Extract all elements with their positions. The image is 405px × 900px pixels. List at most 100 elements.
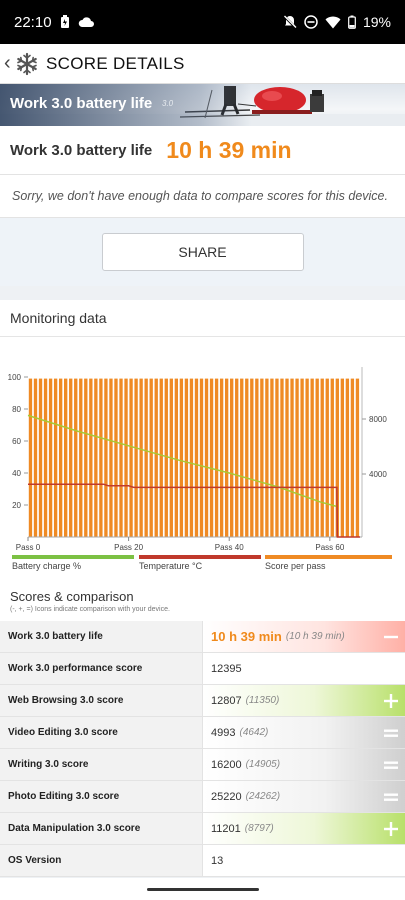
app-bar: ‹ SCORE DETAILS (0, 44, 405, 84)
legend-temperature: Temperature °C (139, 553, 261, 577)
score-value: 10 h 39 min (211, 629, 282, 644)
score-value-cell: 13 (203, 845, 405, 876)
score-value-cell: 12395 (203, 653, 405, 684)
score-name: OS Version (0, 845, 203, 876)
score-bar (94, 378, 98, 537)
score-value-cell: 25220 (24262) (203, 781, 405, 812)
status-bar: 22:10 19% (0, 0, 405, 44)
score-bar (235, 378, 239, 537)
left-tick-label: 60 (12, 437, 21, 446)
legend-score-label: Score per pass (265, 561, 326, 571)
temperature-line (28, 483, 360, 538)
score-bar (189, 378, 194, 537)
score-bar (199, 378, 204, 537)
benchmark-banner: Work 3.0 battery life 3.0 (0, 84, 405, 126)
scores-table: Work 3.0 battery life 10 h 39 min (10 h 39… (0, 621, 405, 877)
score-bar (330, 378, 334, 537)
x-tick-label: Pass 60 (315, 543, 344, 552)
score-bar (48, 378, 53, 537)
score-bar (114, 378, 118, 537)
minus-icon (384, 635, 398, 638)
score-bar (265, 378, 269, 537)
monitoring-header: Monitoring data (0, 300, 405, 337)
mute-icon (283, 15, 297, 29)
x-tick-label: Pass 0 (16, 543, 41, 552)
score-bar (53, 378, 58, 537)
score-bar (184, 378, 189, 537)
score-compare: (10 h 39 min) (285, 631, 345, 642)
score-bar (204, 378, 209, 537)
score-bar (255, 378, 259, 537)
score-bar (285, 378, 289, 537)
left-tick-label: 80 (12, 405, 21, 414)
score-value: 25220 (211, 790, 242, 803)
legend-score-swatch (265, 555, 392, 559)
score-bar (260, 378, 264, 537)
score-bar (245, 378, 249, 537)
score-bar (149, 378, 153, 537)
x-tick-label: Pass 40 (215, 543, 244, 552)
score-bar (194, 378, 199, 537)
score-bar (109, 378, 113, 537)
score-bar (240, 378, 244, 537)
score-name: Data Manipulation 3.0 score (0, 813, 203, 844)
score-row: Work 3.0 performance score 12395 (0, 653, 405, 685)
left-tick-label: 100 (8, 373, 22, 382)
legend-temperature-label: Temperature °C (139, 561, 203, 571)
plus-icon (384, 821, 398, 836)
score-bar (214, 378, 219, 537)
battery-icon (348, 15, 356, 29)
legend-battery: Battery charge % (12, 553, 134, 577)
right-tick-label: 4000 (369, 470, 387, 479)
score-bar (219, 378, 224, 537)
plus-icon (384, 693, 398, 708)
score-bar (119, 378, 123, 537)
scores-subtitle: (-, +, =) Icons indicate comparison with… (10, 606, 170, 613)
score-bar (340, 378, 345, 537)
score-row: Photo Editing 3.0 score 25220 (24262) (0, 781, 405, 813)
score-bar (74, 378, 78, 537)
score-name: Web Browsing 3.0 score (0, 685, 203, 716)
score-bar (275, 378, 279, 537)
battery-saver-icon (60, 15, 69, 28)
score-value: 12807 (211, 694, 242, 707)
left-tick-label: 20 (12, 501, 21, 510)
score-bar (280, 378, 284, 537)
score-bar (164, 378, 168, 537)
right-tick-label: 8000 (369, 415, 387, 424)
score-row: Work 3.0 battery life 10 h 39 min (10 h 39… (0, 621, 405, 653)
score-bar (139, 378, 143, 537)
score-compare: (11350) (245, 695, 280, 706)
back-chevron-icon[interactable]: ‹ (4, 52, 11, 74)
legend-temperature-swatch (139, 555, 261, 559)
score-compare: (4642) (239, 727, 269, 738)
score-bar (179, 378, 184, 537)
score-bar (89, 378, 93, 537)
score-name: Work 3.0 battery life (0, 621, 203, 652)
score-name: Writing 3.0 score (0, 749, 203, 780)
score-value: 12395 (211, 662, 242, 675)
share-button[interactable]: SHARE (101, 233, 304, 271)
score-bar (129, 378, 133, 537)
score-bar (325, 378, 329, 537)
home-gesture-handle[interactable] (146, 887, 259, 891)
monitoring-chart-svg: 100 80 60 40 20 8000 4000 Pass 0 Pass 20 Pass 40 P… (8, 367, 387, 552)
score-bar (345, 378, 350, 537)
score-bar (64, 378, 68, 537)
score-bar (230, 378, 234, 537)
legend-battery-swatch (12, 555, 134, 559)
battery-percent: 19% (362, 14, 391, 30)
score-compare: (8797) (244, 823, 274, 834)
score-bar (290, 378, 294, 537)
cloud-icon (78, 17, 94, 27)
banner-version: 3.0 (162, 99, 174, 108)
score-name: Photo Editing 3.0 score (0, 781, 203, 812)
score-value: 13 (211, 854, 224, 867)
score-bar (315, 378, 319, 537)
score-row: Data Manipulation 3.0 score 11201 (8797) (0, 813, 405, 845)
score-bar (38, 378, 43, 537)
equal-icon (384, 729, 398, 737)
score-bar (270, 378, 274, 537)
score-value: 11201 (211, 822, 241, 835)
snowflake-logo-icon (14, 51, 40, 77)
